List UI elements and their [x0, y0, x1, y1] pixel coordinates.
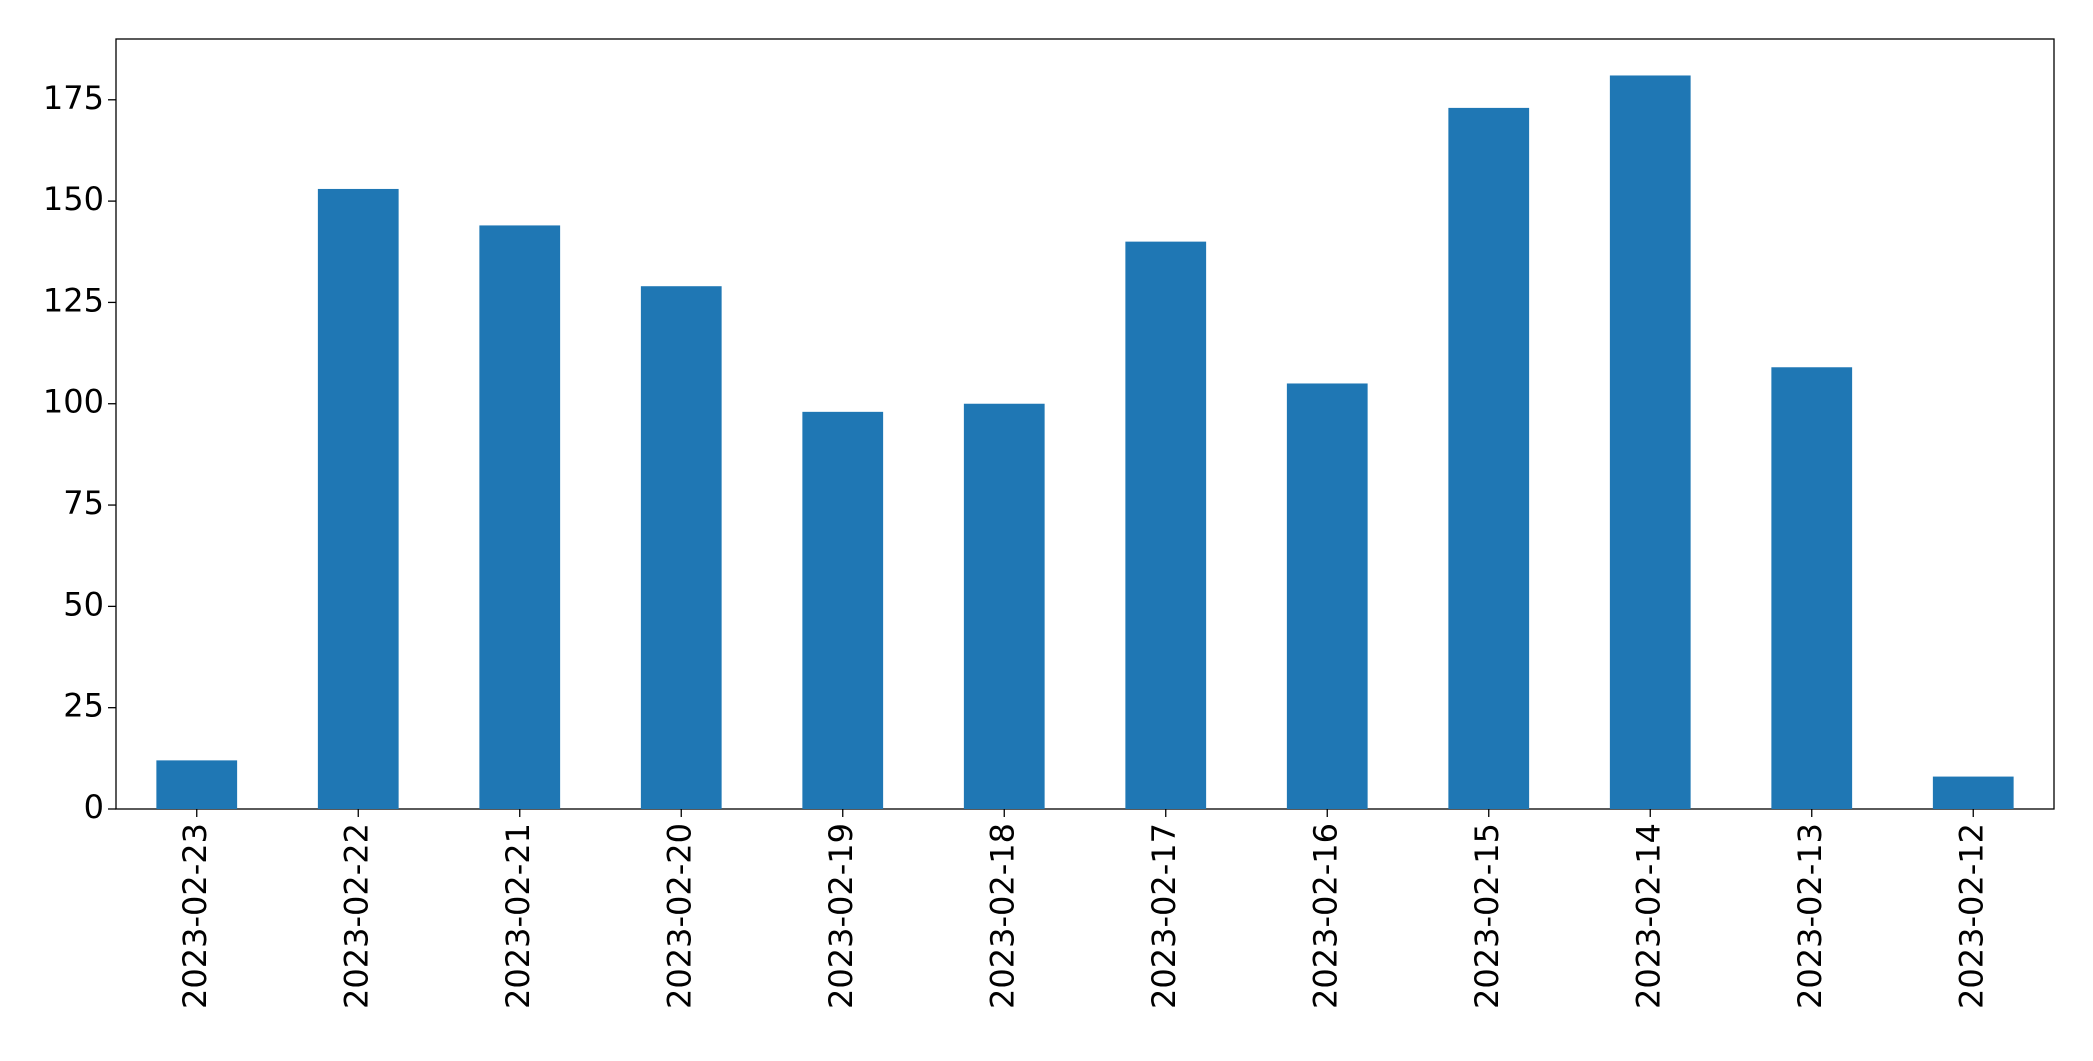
bar	[1286, 383, 1368, 809]
y-tick-label: 175	[43, 79, 104, 117]
y-tick-label: 125	[43, 281, 104, 319]
bar	[963, 403, 1045, 809]
y-tick-label: 100	[43, 383, 104, 421]
x-tick-label: 2023-02-22	[337, 823, 375, 1009]
x-tick-label: 2023-02-12	[1952, 823, 1990, 1009]
x-tick-label: 2023-02-16	[1306, 823, 1344, 1009]
plot-frame	[115, 38, 2055, 810]
bar	[479, 225, 561, 810]
y-tick-label: 50	[63, 585, 104, 623]
x-tick-label: 2023-02-21	[499, 823, 537, 1009]
bar	[1932, 776, 2014, 809]
x-tick-label: 2023-02-14	[1629, 823, 1667, 1009]
x-tick-label: 2023-02-13	[1791, 823, 1829, 1009]
bar	[640, 286, 722, 809]
y-tick-label: 150	[43, 180, 104, 218]
bar	[317, 188, 399, 809]
y-tick-label: 25	[63, 687, 104, 725]
x-tick-label: 2023-02-18	[983, 823, 1021, 1009]
x-tick-label: 2023-02-15	[1468, 823, 1506, 1009]
x-tick-label: 2023-02-19	[822, 823, 860, 1009]
x-tick-label: 2023-02-20	[660, 823, 698, 1009]
bar	[802, 411, 884, 809]
y-tick-label: 0	[84, 788, 104, 826]
x-tick-label: 2023-02-17	[1145, 823, 1183, 1009]
y-tick-label: 75	[63, 484, 104, 522]
bar	[1609, 75, 1691, 809]
bar	[156, 760, 238, 809]
bar	[1448, 107, 1530, 810]
bar	[1125, 241, 1207, 809]
bar	[1771, 367, 1853, 809]
x-tick-label: 2023-02-23	[176, 823, 214, 1009]
